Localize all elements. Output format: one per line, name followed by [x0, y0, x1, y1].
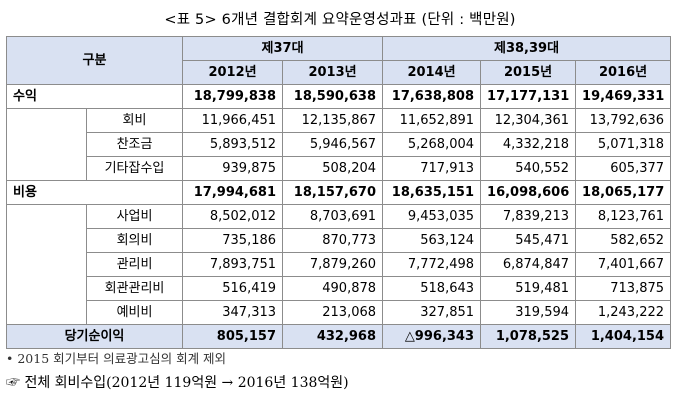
row-label: 회의비 [85, 228, 184, 253]
cell: 1,078,525 [480, 324, 577, 349]
cell: 939,875 [182, 156, 284, 181]
cell: 1,404,154 [575, 324, 672, 349]
cell: 605,377 [575, 156, 672, 181]
cell: 7,772,498 [382, 252, 482, 277]
cell: 18,590,638 [282, 84, 384, 109]
cell: 545,471 [480, 228, 577, 253]
cell: 5,946,567 [282, 132, 384, 157]
cell: △996,343 [382, 324, 482, 349]
cell: 12,135,867 [282, 108, 384, 133]
row-label-expenses: 비용 [5, 180, 184, 205]
cell: 713,875 [575, 276, 672, 301]
cell: 18,635,151 [382, 180, 482, 205]
cell: 735,186 [182, 228, 284, 253]
header-year: 2015년 [480, 60, 577, 85]
cell: 5,268,004 [382, 132, 482, 157]
footnote-membership-income: ☞ 전체 회비수입(2012년 119억원 → 2016년 138억원) [6, 375, 349, 391]
cell: 8,502,012 [182, 204, 284, 229]
table-row-admin-expenses: 관리비 7,893,751 7,879,260 7,772,498 6,874,… [7, 252, 672, 277]
cell: 563,124 [382, 228, 482, 253]
indent-cell [6, 108, 87, 181]
cell: 1,243,222 [575, 300, 672, 325]
header-category: 구분 [5, 36, 184, 85]
cell: 5,893,512 [182, 132, 284, 157]
table-row-donations: 찬조금 5,893,512 5,946,567 5,268,004 4,332,… [7, 132, 672, 157]
footnote-exclusion: • 2015 회기부터 의료광고심의 회계 제외 [6, 351, 227, 366]
header-year: 2016년 [575, 60, 672, 85]
header-group-37: 제37대 [182, 36, 384, 61]
cell: 540,552 [480, 156, 577, 181]
cell: 18,799,838 [182, 84, 284, 109]
row-label: 회관관리비 [85, 276, 184, 301]
cell: 870,773 [282, 228, 384, 253]
table-row-other-income: 기타잡수입 939,875 508,204 717,913 540,552 60… [7, 156, 672, 181]
cell: 7,879,260 [282, 252, 384, 277]
cell: 19,469,331 [575, 84, 672, 109]
row-label: 찬조금 [85, 132, 184, 157]
cell: 7,893,751 [182, 252, 284, 277]
cell: 508,204 [282, 156, 384, 181]
cell: 8,703,691 [282, 204, 384, 229]
table-title: <표 5> 6개년 결합회계 요약운영성과표 (단위 : 백만원) [164, 12, 516, 28]
row-label: 기타잡수입 [85, 156, 184, 181]
cell: 18,157,670 [282, 180, 384, 205]
cell: 16,098,606 [480, 180, 577, 205]
cell: 490,878 [282, 276, 384, 301]
header-row-2: 2012년 2013년 2014년 2015년 2016년 [7, 60, 672, 85]
cell: 519,481 [480, 276, 577, 301]
header-year: 2012년 [182, 60, 284, 85]
cell: 13,792,636 [575, 108, 672, 133]
cell: 518,643 [382, 276, 482, 301]
row-label: 회비 [85, 108, 184, 133]
cell: 319,594 [480, 300, 577, 325]
row-label: 관리비 [85, 252, 184, 277]
table-row-building-expenses: 회관관리비 516,419 490,878 518,643 519,481 71… [7, 276, 672, 301]
cell: 327,851 [382, 300, 482, 325]
table-row-revenue: 수익 18,799,838 18,590,638 17,638,808 17,1… [5, 84, 672, 109]
operating-results-table: 구분 제37대 제38,39대 2012년 2013년 2014년 2015년 … [5, 36, 672, 349]
cell: 347,313 [182, 300, 284, 325]
cell: 717,913 [382, 156, 482, 181]
row-label: 예비비 [85, 300, 184, 325]
cell: 17,638,808 [382, 84, 482, 109]
cell: 8,123,761 [575, 204, 672, 229]
cell: 17,177,131 [480, 84, 577, 109]
cell: 7,839,213 [480, 204, 577, 229]
cell: 213,068 [282, 300, 384, 325]
table-row-membership-fees: 회비 11,966,451 12,135,867 11,652,891 12,3… [6, 108, 672, 181]
cell: 17,994,681 [182, 180, 284, 205]
cell: 516,419 [182, 276, 284, 301]
cell: 5,071,318 [575, 132, 672, 157]
cell: 9,453,035 [382, 204, 482, 229]
cell: 11,652,891 [382, 108, 482, 133]
footnotes: • 2015 회기부터 의료광고심의 회계 제외 ☞ 전체 회비수입(2012년… [6, 350, 349, 395]
table-row-meeting-expenses: 회의비 735,186 870,773 563,124 545,471 582,… [7, 228, 672, 253]
table-row-reserve-expenses: 예비비 347,313 213,068 327,851 319,594 1,24… [7, 300, 672, 325]
row-label-net-income: 당기순이익 [5, 324, 184, 349]
cell: 432,968 [282, 324, 384, 349]
table-row-net-income: 당기순이익 805,157 432,968 △996,343 1,078,525… [5, 324, 672, 349]
cell: 6,874,847 [480, 252, 577, 277]
cell: 582,652 [575, 228, 672, 253]
header-row-1: 구분 제37대 제38,39대 [5, 36, 672, 85]
cell: 7,401,667 [575, 252, 672, 277]
cell: 11,966,451 [182, 108, 284, 133]
cell: 4,332,218 [480, 132, 577, 157]
indent-cell [6, 204, 87, 325]
table-row-expenses: 비용 17,994,681 18,157,670 18,635,151 16,0… [5, 180, 672, 205]
cell: 805,157 [182, 324, 284, 349]
table-row-business-expenses: 사업비 8,502,012 8,703,691 9,453,035 7,839,… [6, 204, 672, 325]
header-year: 2014년 [382, 60, 482, 85]
header-group-38-39: 제38,39대 [382, 36, 672, 61]
row-label: 사업비 [85, 204, 184, 229]
cell: 12,304,361 [480, 108, 577, 133]
header-year: 2013년 [282, 60, 384, 85]
row-label-revenue: 수익 [5, 84, 184, 109]
cell: 18,065,177 [575, 180, 672, 205]
